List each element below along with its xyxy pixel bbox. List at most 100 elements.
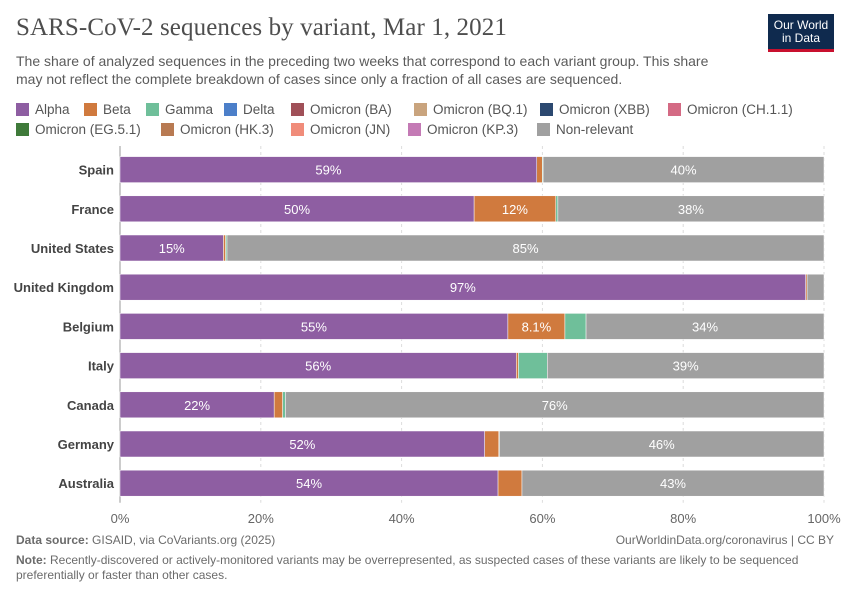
bar-segment (119, 234, 224, 262)
data-label: 8.1% (522, 319, 552, 334)
bar-segment (273, 391, 283, 419)
legend-item-omicron-eg-5-1[interactable]: Omicron (EG.5.1) (16, 122, 141, 137)
data-label: 34% (692, 319, 718, 334)
legend-label: Omicron (BA) (310, 102, 392, 117)
legend-swatch (16, 103, 29, 116)
bar-segment (536, 156, 543, 183)
legend-item-beta[interactable]: Beta (84, 102, 131, 117)
data-label: 56% (305, 359, 331, 374)
legend-swatch (540, 103, 553, 116)
chart-subtitle: The share of analyzed sequences in the p… (16, 53, 709, 87)
data-label: 55% (301, 319, 327, 334)
category-label: Australia (58, 476, 114, 491)
bar-segment (223, 234, 226, 262)
legend-label: Omicron (CH.1.1) (687, 102, 793, 117)
legend-label: Omicron (JN) (310, 122, 391, 137)
data-label: 22% (184, 398, 210, 413)
bar-segment (119, 352, 517, 379)
legend-label: Omicron (HK.3) (180, 122, 274, 137)
legend-swatch (291, 103, 304, 116)
bar-segment (516, 352, 519, 379)
legend-item-omicron-xbb[interactable]: Omicron (XBB) (540, 102, 650, 117)
data-label: 38% (678, 202, 704, 217)
bar-segment (557, 195, 825, 223)
legend-label: Alpha (35, 102, 70, 117)
owid-logo[interactable]: Our World in Data (768, 14, 834, 52)
legend-item-omicron-hk-3[interactable]: Omicron (HK.3) (161, 122, 274, 137)
legend-label: Omicron (KP.3) (427, 122, 519, 137)
data-label: 46% (649, 437, 675, 452)
bar-segment (507, 313, 566, 340)
legend-label: Gamma (165, 102, 214, 117)
legend-swatch (84, 103, 97, 116)
bar-segment (542, 156, 825, 183)
legend-label: Omicron (XBB) (559, 102, 650, 117)
bar-segment (521, 469, 825, 497)
category-label: Italy (88, 359, 115, 374)
logo-line-1: Our World (773, 17, 829, 32)
bar-segment (119, 156, 538, 183)
category-label: United Kingdom (14, 280, 114, 295)
data-label: 59% (315, 163, 341, 178)
data-label: 97% (450, 280, 476, 295)
bar-segment (518, 352, 548, 379)
legend-swatch (537, 123, 550, 136)
legend-item-omicron-ba[interactable]: Omicron (BA) (291, 102, 392, 117)
data-source: Data source: GISAID, via CoVariants.org … (16, 533, 275, 547)
legend-label: Omicron (BQ.1) (433, 102, 528, 117)
data-label: 52% (289, 437, 315, 452)
legend-item-alpha[interactable]: Alpha (16, 102, 70, 117)
note-text: Recently-discovered or actively-monitore… (16, 553, 799, 582)
footer-url[interactable]: OurWorldinData.org/coronavirus | CC BY (615, 533, 834, 547)
legend-item-omicron-jn[interactable]: Omicron (JN) (291, 122, 390, 137)
note-label: Note: (16, 553, 47, 567)
legend-swatch (161, 123, 174, 136)
legend-item-omicron-kp-3[interactable]: Omicron (KP.3) (408, 122, 518, 137)
bar-segment (119, 273, 806, 301)
legend-swatch (16, 123, 29, 136)
bar-segment (282, 391, 286, 419)
category-label: Canada (67, 398, 115, 413)
legend-label: Beta (103, 102, 131, 117)
footer-note: Note: Recently-discovered or actively-mo… (16, 553, 816, 583)
data-label: 50% (284, 202, 310, 217)
data-label: 39% (673, 359, 699, 374)
data-label: 43% (660, 476, 686, 491)
legend-item-omicron-bq-1[interactable]: Omicron (BQ.1) (414, 102, 528, 117)
bar-segment (119, 195, 475, 223)
data-label: 54% (296, 476, 322, 491)
bar-segment (806, 273, 825, 301)
bar-segment (547, 352, 825, 379)
bar-segment (119, 469, 499, 497)
x-tick-label: 40% (389, 511, 415, 526)
x-tick-label: 60% (529, 511, 555, 526)
data-source-link[interactable]: GISAID, via CoVariants.org (2025) (92, 533, 276, 547)
category-label: Belgium (63, 319, 114, 334)
data-label: 76% (542, 398, 568, 413)
legend-swatch (291, 123, 304, 136)
bar-segment (555, 195, 559, 223)
data-label: 40% (671, 163, 697, 178)
legend-swatch (668, 103, 681, 116)
data-source-label: Data source: (16, 533, 89, 547)
x-tick-label: 20% (248, 511, 274, 526)
legend-item-delta[interactable]: Delta (224, 102, 275, 117)
legend-item-omicron-ch-1-1[interactable]: Omicron (CH.1.1) (668, 102, 793, 117)
x-tick-label: 100% (807, 511, 841, 526)
bar-segment (226, 234, 825, 262)
legend-swatch (414, 103, 427, 116)
legend-label: Non-relevant (556, 122, 634, 137)
legend-item-non-relevant[interactable]: Non-relevant (537, 122, 633, 137)
legend-swatch (146, 103, 159, 116)
legend-item-gamma[interactable]: Gamma (146, 102, 213, 117)
legend-swatch (224, 103, 237, 116)
bar-segment (499, 430, 825, 458)
logo-line-2: in Data (781, 30, 821, 45)
legend-label: Omicron (EG.5.1) (35, 122, 141, 137)
x-tick-label: 0% (111, 511, 130, 526)
data-label: 85% (512, 241, 538, 256)
data-label: 15% (159, 241, 185, 256)
bar-segment (484, 430, 500, 458)
category-label: Germany (58, 437, 115, 452)
legend-label: Delta (243, 102, 275, 117)
